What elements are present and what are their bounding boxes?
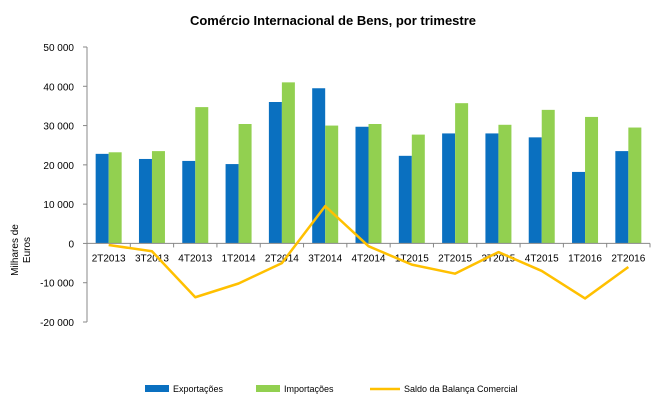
bar-importacoes-2t2013 <box>108 152 122 244</box>
bar-importacoes-2t2014 <box>281 82 295 244</box>
bar-importacoes-2t2015 <box>455 103 469 244</box>
y-tick-label: 40 000 <box>43 82 74 93</box>
x-tick-label: 1T2016 <box>568 253 602 264</box>
bar-importacoes-3t2014 <box>325 125 339 244</box>
x-tick-label: 3T2015 <box>481 253 515 264</box>
bar-exportacoes-3t2013 <box>138 158 152 244</box>
bar-importacoes-4t2014 <box>368 124 382 244</box>
x-tick-label: 2T2016 <box>611 253 645 264</box>
x-tick-label: 2T2013 <box>92 253 126 264</box>
legend-label-saldo-da-balanca-comercial: Saldo da Balança Comercial <box>404 384 518 394</box>
y-tick-label: 50 000 <box>43 43 74 54</box>
bar-exportacoes-3t2015 <box>485 133 499 244</box>
bar-importacoes-1t2014 <box>238 124 252 244</box>
y-tick-label: -10 000 <box>40 279 74 290</box>
x-tick-label: 3T2013 <box>135 253 169 264</box>
legend-label-importacoes: Importações <box>284 384 334 394</box>
bar-exportacoes-4t2015 <box>528 137 542 244</box>
legend-swatch-exportacoes <box>145 385 169 392</box>
x-tick-label: 2T2015 <box>438 253 472 264</box>
bar-exportacoes-3t2014 <box>312 88 326 244</box>
bar-importacoes-4t2015 <box>541 109 555 244</box>
balance-line-layer <box>108 204 630 300</box>
x-tick-label: 1T2015 <box>395 253 429 264</box>
bars <box>95 82 642 244</box>
x-tick-label: 4T2015 <box>525 253 559 264</box>
legend-label-exportacoes: Exportações <box>173 384 224 394</box>
bar-importacoes-2t2016 <box>628 127 642 244</box>
x-tick-label: 4T2013 <box>178 253 212 264</box>
legend: Exportações Importações Saldo da Balança C… <box>145 384 518 394</box>
bar-importacoes-1t2015 <box>411 134 425 244</box>
bar-exportacoes-4t2013 <box>182 160 196 244</box>
x-axis-ticks: 2T2013 3T2013 4T2013 1T2014 2T2014 3T2014 4T20… <box>92 253 646 264</box>
y-tick-label: 0 <box>68 239 74 250</box>
bar-exportacoes-1t2016 <box>572 171 586 244</box>
x-tick-label: 4T2014 <box>352 253 386 264</box>
y-tick-label: 20 000 <box>43 161 74 172</box>
bar-importacoes-3t2015 <box>498 124 512 244</box>
bar-exportacoes-2t2016 <box>615 151 629 244</box>
legend-swatch-importacoes <box>256 385 280 392</box>
bar-exportacoes-2t2014 <box>268 102 282 244</box>
bar-exportacoes-1t2014 <box>225 164 239 244</box>
bar-exportacoes-2t2015 <box>442 133 456 244</box>
bar-exportacoes-4t2014 <box>355 126 369 244</box>
y-axis-ticks: 50 000 40 000 30 000 20 000 10 000 0 -10 000 -2… <box>40 43 74 329</box>
x-tick-label: 3T2014 <box>308 253 342 264</box>
y-axis-label-line-2: Euros <box>22 237 33 263</box>
y-tick-label: -20 000 <box>40 318 74 329</box>
bar-importacoes-3t2013 <box>151 151 165 244</box>
y-axis-label: Milhares de Euros <box>10 224 33 276</box>
bar-importacoes-1t2016 <box>585 116 599 244</box>
bar-exportacoes-2t2013 <box>95 153 109 244</box>
line-saldo-da-balanca-comercial <box>108 204 630 300</box>
y-axis-label-line-1: Milhares de <box>10 224 21 276</box>
x-tick-label: 1T2014 <box>222 253 256 264</box>
y-tick-label: 30 000 <box>43 122 74 133</box>
axes <box>83 46 651 323</box>
x-tick-label: 2T2014 <box>265 253 299 264</box>
bar-importacoes-4t2013 <box>195 107 209 244</box>
y-tick-label: 10 000 <box>43 200 74 211</box>
chart-title: Comércio Internacional de Bens, por trim… <box>190 13 476 28</box>
bar-exportacoes-1t2015 <box>398 155 412 244</box>
